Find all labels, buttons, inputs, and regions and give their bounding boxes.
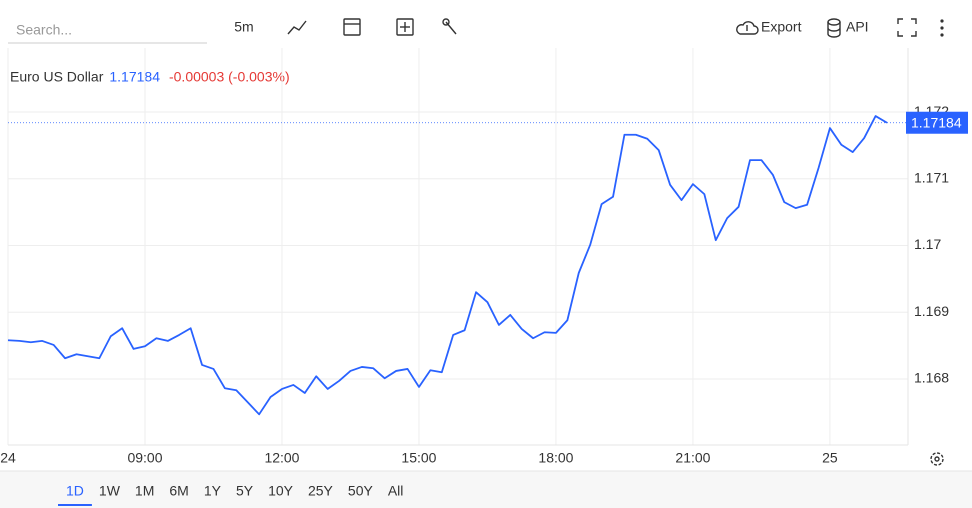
range-button[interactable]: All <box>388 483 404 499</box>
gear-icon[interactable] <box>930 452 944 466</box>
price-change: -0.00003 (-0.003%) <box>169 69 290 85</box>
api-icon[interactable] <box>827 18 841 38</box>
range-button[interactable]: 10Y <box>268 483 294 499</box>
range-button[interactable]: 1Y <box>204 483 222 499</box>
last-price-tag <box>906 111 968 134</box>
x-tick-label: 24 <box>0 450 16 466</box>
range-bar <box>0 471 972 508</box>
last-price-tag-label: 1.17184 <box>911 114 962 130</box>
chart-type-icon[interactable] <box>287 20 307 35</box>
search-input[interactable]: Search... <box>16 22 72 38</box>
x-tick-label: 18:00 <box>538 450 573 466</box>
add-icon[interactable] <box>396 18 414 36</box>
range-button[interactable]: 50Y <box>348 483 374 499</box>
x-tick-label: 09:00 <box>127 450 162 466</box>
settings-tool-icon[interactable] <box>442 18 457 35</box>
last-price: 1.17184 <box>109 69 160 85</box>
instrument-name: Euro US Dollar <box>10 69 104 85</box>
interval-button[interactable]: 5m <box>234 19 253 35</box>
range-button[interactable]: 1W <box>99 483 121 499</box>
x-tick-label: 25 <box>822 450 838 466</box>
y-tick-label: 1.17 <box>914 236 941 252</box>
fullscreen-icon[interactable] <box>897 18 917 37</box>
x-tick-label: 15:00 <box>401 450 436 466</box>
x-tick-label: 12:00 <box>264 450 299 466</box>
range-button[interactable]: 6M <box>169 483 188 499</box>
api-label[interactable]: API <box>846 19 869 35</box>
price-line <box>7 115 888 416</box>
range-button[interactable]: 5Y <box>236 483 254 499</box>
range-button[interactable]: 1M <box>135 483 154 499</box>
menu-icon[interactable] <box>940 19 944 37</box>
x-tick-label: 21:00 <box>675 450 710 466</box>
y-tick-label: 1.168 <box>914 370 949 386</box>
export-button[interactable] <box>736 21 759 35</box>
calendar-icon[interactable] <box>343 18 361 36</box>
y-tick-label: 1.171 <box>914 169 949 185</box>
range-button[interactable]: 25Y <box>308 483 334 499</box>
export-label[interactable]: Export <box>761 19 802 35</box>
range-button[interactable]: 1D <box>66 483 84 499</box>
y-tick-label: 1.169 <box>914 303 949 319</box>
